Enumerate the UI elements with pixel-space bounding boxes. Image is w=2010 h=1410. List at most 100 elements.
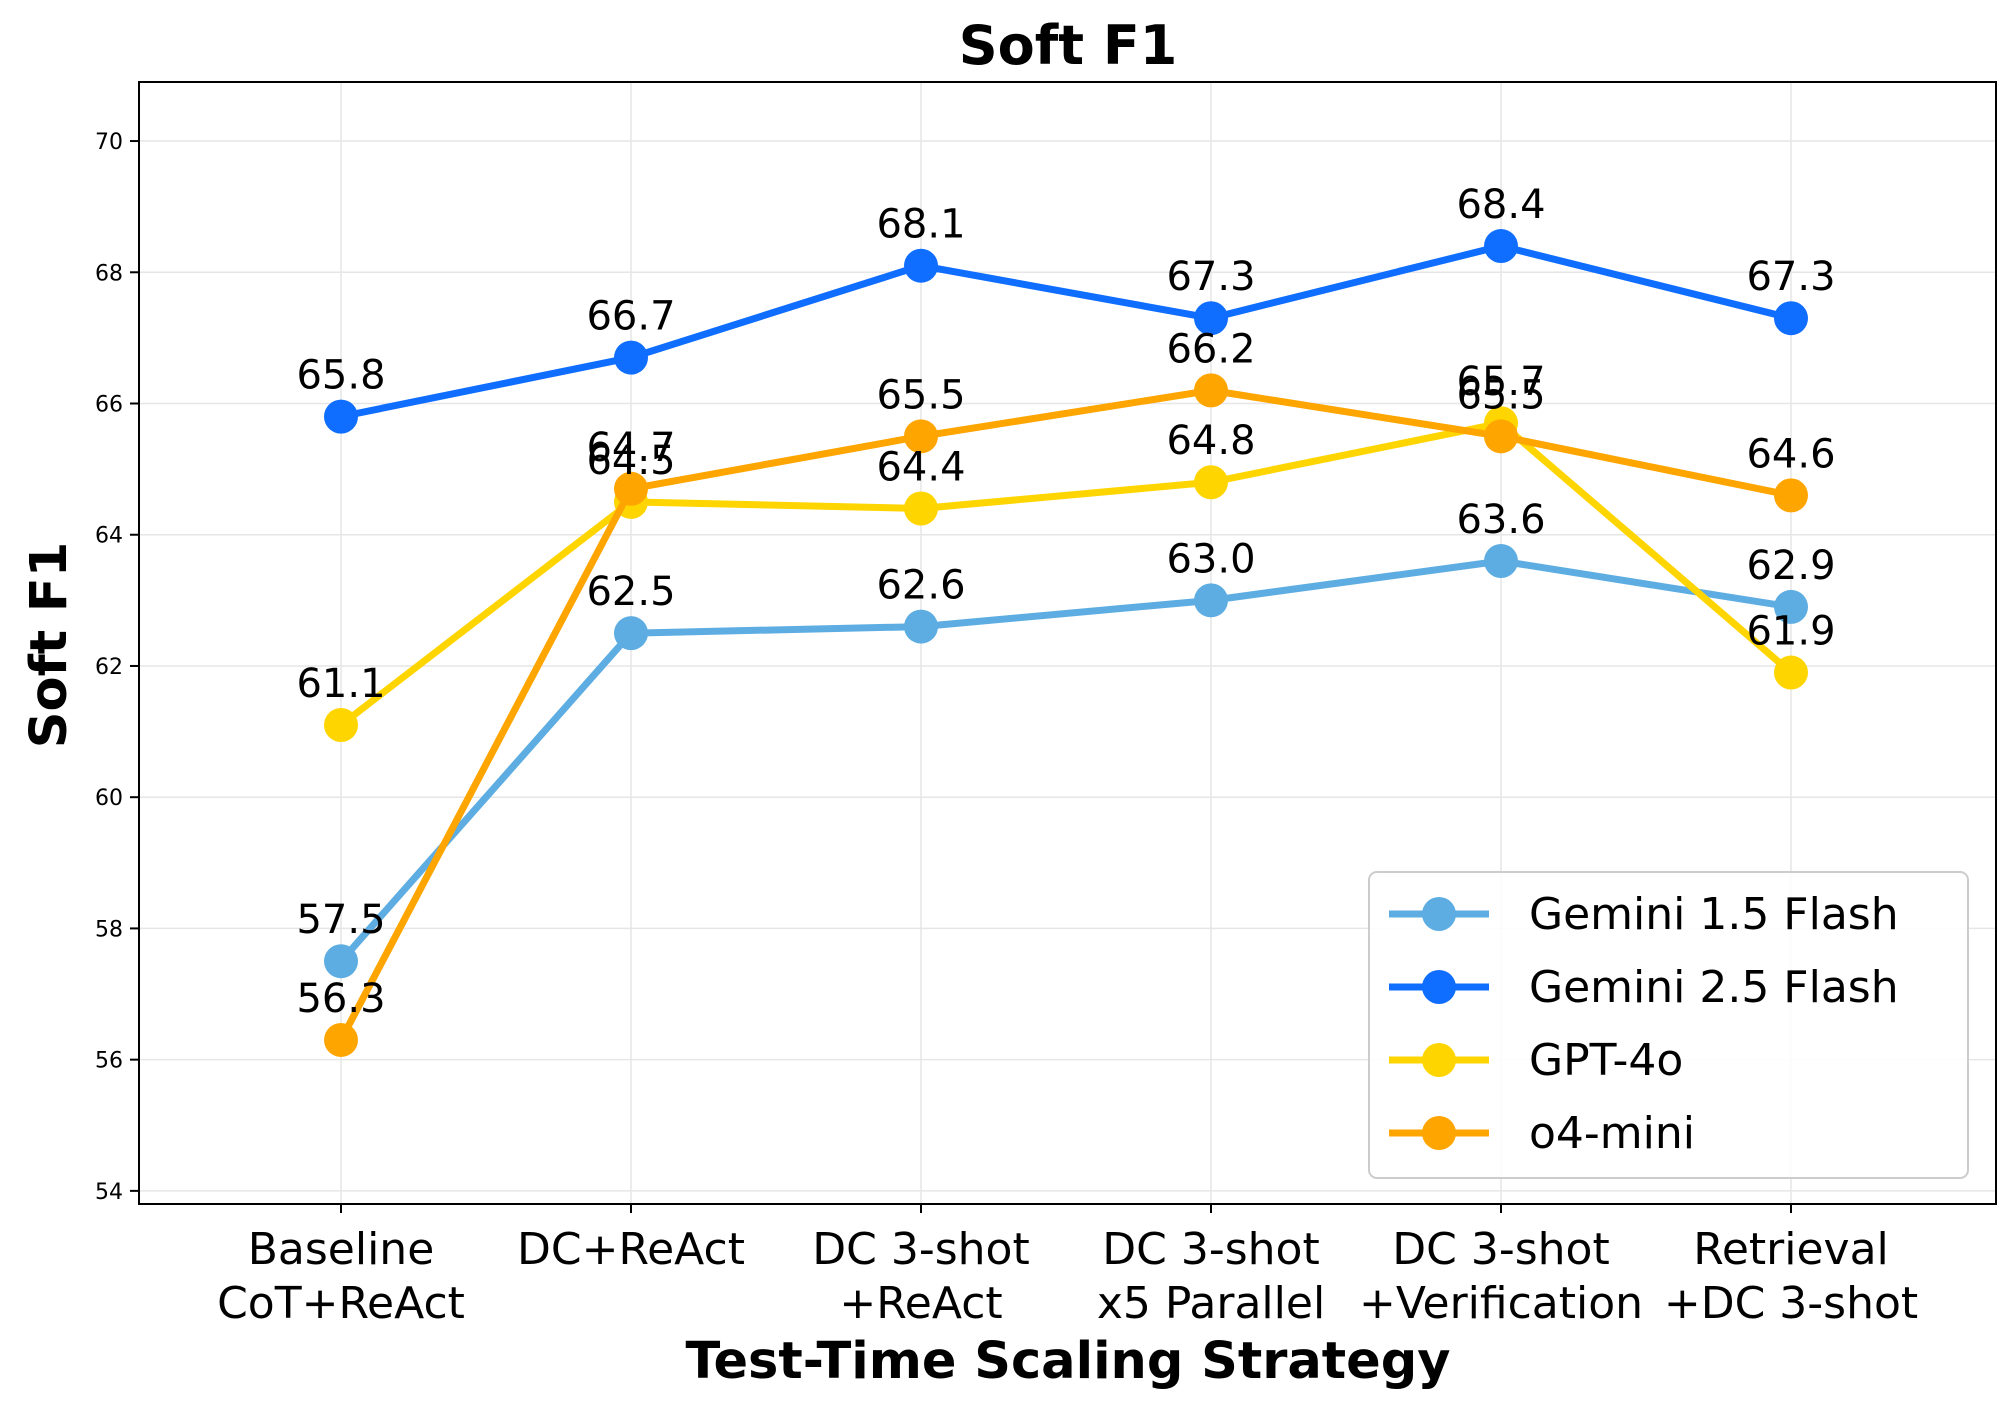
data-point xyxy=(904,419,938,454)
x-tick-label: DC 3-shot +Verification xyxy=(1359,1224,1643,1329)
series-gemini-1-5-flash xyxy=(324,543,1808,979)
data-label: 57.5 xyxy=(296,897,385,943)
x-tick-label-line: DC 3-shot xyxy=(1102,1224,1319,1275)
data-point xyxy=(614,340,648,375)
data-label: 56.3 xyxy=(296,976,385,1022)
y-tick-label: 64 xyxy=(95,524,123,549)
y-tick-label: 60 xyxy=(95,786,123,811)
series-layer xyxy=(324,229,1808,1057)
legend-item: o4-mini xyxy=(1389,1108,1695,1159)
data-label: 67.3 xyxy=(1746,254,1835,300)
legend-label: Gemini 1.5 Flash xyxy=(1529,889,1899,940)
series-line xyxy=(337,419,1795,729)
plot-frame xyxy=(138,81,1997,1205)
data-label: 64.4 xyxy=(876,444,965,490)
legend-marker xyxy=(1422,1043,1456,1077)
legend-box xyxy=(1368,871,1969,1179)
data-point xyxy=(324,399,358,434)
data-label: 61.1 xyxy=(296,661,385,707)
legend-label: Gemini 2.5 Flash xyxy=(1529,962,1899,1013)
legend-item: GPT-4o xyxy=(1389,1035,1683,1086)
series-o4-mini xyxy=(324,373,1808,1057)
data-label: 62.5 xyxy=(586,569,675,615)
data-point xyxy=(1484,229,1518,264)
legend: Gemini 1.5 Flash Gemini 2.5 Flash GPT-4o o4… xyxy=(1368,871,1969,1179)
data-label: 68.4 xyxy=(1456,182,1545,228)
data-label: 61.9 xyxy=(1746,609,1835,655)
series-line xyxy=(337,386,1795,1044)
x-tick-label-line: DC+ReAct xyxy=(517,1224,745,1275)
y-tick-label: 56 xyxy=(95,1049,123,1074)
data-label: 64.8 xyxy=(1166,418,1255,464)
data-point xyxy=(1484,419,1518,454)
data-label: 64.5 xyxy=(586,438,675,484)
y-tick-label: 66 xyxy=(95,393,123,418)
data-label: 65.8 xyxy=(296,353,385,399)
x-tick-label-line: +DC 3-shot xyxy=(1664,1278,1918,1329)
data-label: 62.9 xyxy=(1746,543,1835,589)
data-point xyxy=(1774,589,1808,624)
y-tick-label: 54 xyxy=(95,1180,123,1205)
legend-item: Gemini 1.5 Flash xyxy=(1389,889,1899,940)
legend-label: GPT-4o xyxy=(1529,1035,1683,1086)
y-tick-label: 70 xyxy=(95,130,123,155)
data-label: 62.6 xyxy=(876,563,965,609)
x-tick-label: DC+ReAct xyxy=(517,1224,745,1275)
data-point xyxy=(1194,301,1228,336)
data-label: 64.6 xyxy=(1746,431,1835,477)
y-tick-label: 58 xyxy=(95,917,123,942)
x-tick-label: Baseline CoT+ReAct xyxy=(217,1224,465,1329)
x-tick-label-line: Retrieval xyxy=(1693,1224,1889,1275)
data-label: 65.5 xyxy=(1456,372,1545,418)
data-label: 67.3 xyxy=(1166,254,1255,300)
data-point xyxy=(1484,543,1518,578)
data-point xyxy=(1774,301,1808,336)
data-label: 64.7 xyxy=(586,425,675,471)
legend-marker xyxy=(1422,1116,1456,1150)
data-point xyxy=(904,491,938,526)
data-point xyxy=(1194,583,1228,618)
y-axis-label: Soft F1 xyxy=(20,542,79,748)
data-point xyxy=(324,708,358,743)
data-labels-layer: 57.5 62.5 62.6 63.0 63.6 62.9 65.8 66.7 68.1 67.3… xyxy=(296,182,1835,1022)
data-point xyxy=(324,944,358,979)
x-tick-label-line: CoT+ReAct xyxy=(217,1278,465,1329)
data-point xyxy=(1774,478,1808,513)
x-tick-label-line: +Verification xyxy=(1359,1278,1643,1329)
data-label: 65.5 xyxy=(876,372,965,418)
series-line xyxy=(337,242,1795,421)
data-point xyxy=(1194,465,1228,500)
data-label: 66.7 xyxy=(586,294,675,340)
data-label: 66.2 xyxy=(1166,326,1255,372)
x-tick-label-line: DC 3-shot xyxy=(812,1224,1029,1275)
data-point xyxy=(1774,655,1808,690)
x-tick-label: DC 3-shot +ReAct xyxy=(812,1224,1029,1329)
x-axis-label: Test-Time Scaling Strategy xyxy=(685,1332,1450,1391)
x-tick-label-line: Baseline xyxy=(248,1224,435,1275)
data-point xyxy=(614,471,648,506)
legend-item: Gemini 2.5 Flash xyxy=(1389,962,1899,1013)
legend-marker xyxy=(1422,897,1456,931)
data-label: 63.0 xyxy=(1166,536,1255,582)
data-point xyxy=(904,609,938,644)
data-point xyxy=(614,616,648,651)
x-tick-label-line: +ReAct xyxy=(839,1278,1002,1329)
x-tick-label-line: DC 3-shot xyxy=(1392,1224,1609,1275)
series-gemini-2-5-flash xyxy=(324,229,1808,434)
data-point xyxy=(1194,373,1228,408)
data-label: 68.1 xyxy=(876,202,965,248)
y-axis-ticks: 54 56 58 60 62 64 66 68 70 xyxy=(95,130,139,1205)
x-tick-label-line: x5 Parallel xyxy=(1097,1278,1325,1329)
y-tick-label: 68 xyxy=(95,261,123,286)
data-point xyxy=(324,1022,358,1057)
x-tick-label: Retrieval +DC 3-shot xyxy=(1664,1224,1918,1329)
data-label: 65.7 xyxy=(1456,359,1545,405)
legend-marker xyxy=(1422,970,1456,1004)
chart-title: Soft F1 xyxy=(959,14,1178,77)
data-label: 63.6 xyxy=(1456,497,1545,543)
series-line xyxy=(337,557,1795,965)
data-point xyxy=(904,248,938,283)
y-tick-label: 62 xyxy=(95,655,123,680)
